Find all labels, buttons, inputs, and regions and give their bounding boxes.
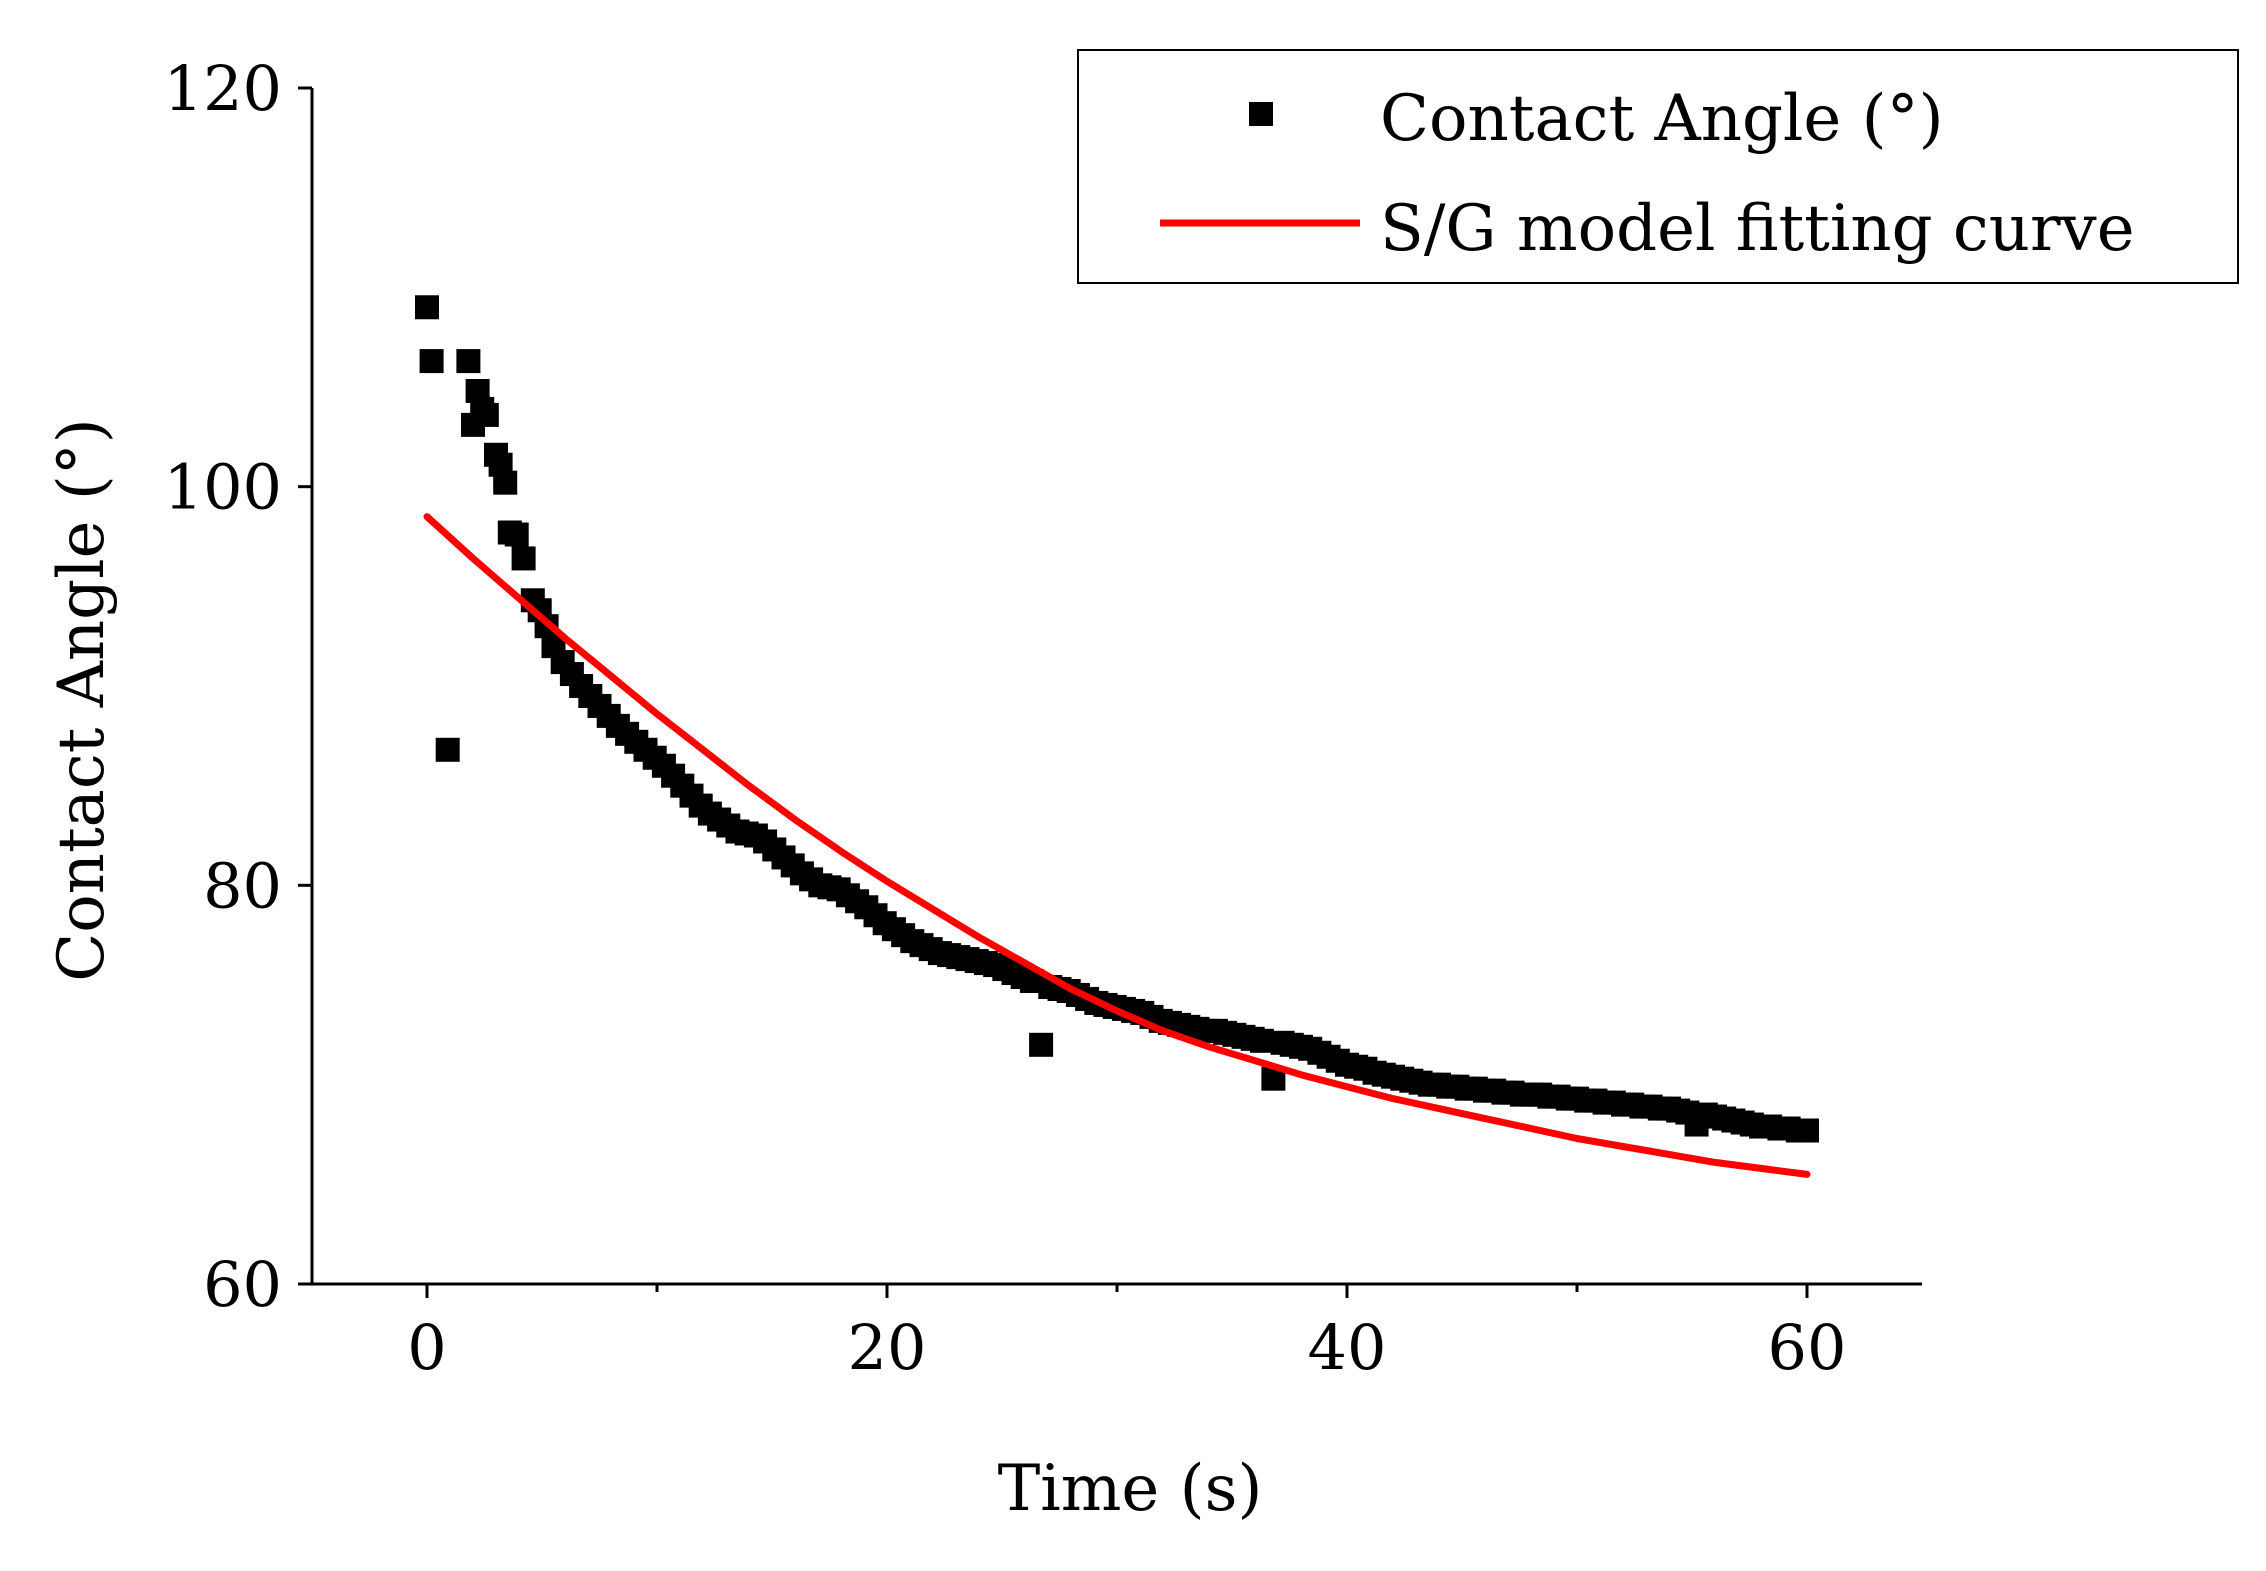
scatter-point — [1029, 1032, 1054, 1057]
x-tick-label: 60 — [1768, 1311, 1847, 1384]
x-tick-label: 20 — [848, 1311, 927, 1384]
x-tick-label: 0 — [407, 1311, 446, 1384]
x-axis-ticks: 0 20 40 60 — [407, 1284, 1846, 1384]
scatter-point — [1795, 1118, 1819, 1143]
y-tick-label: 120 — [164, 52, 282, 125]
scatter-point — [435, 737, 460, 762]
x-tick-label: 40 — [1308, 1311, 1387, 1384]
legend-box — [1077, 49, 2239, 284]
scatter-point — [415, 295, 439, 320]
fitting-curve-line — [423, 513, 1811, 1178]
scatter-point — [511, 546, 536, 571]
y-axis-label: Contact Angle (°) — [45, 418, 119, 982]
y-tick-label: 60 — [203, 1248, 282, 1321]
legend: Contact Angle (°) S/G model fitting curv… — [1077, 49, 2239, 284]
plot-area — [415, 295, 1819, 1178]
scatter-point — [456, 349, 481, 374]
legend-label-fitting-curve: S/G model fitting curve — [1380, 192, 2135, 266]
scatter-point — [474, 402, 499, 427]
scatter-point — [1249, 1028, 1274, 1053]
scatter-point — [419, 349, 444, 374]
scatter-point — [493, 470, 518, 495]
scatter-point — [504, 522, 529, 547]
legend-label-contact-angle: Contact Angle (°) — [1380, 82, 1944, 156]
legend-marker-contact-angle — [1249, 102, 1273, 126]
y-axis-ticks: 60 80 100 120 — [164, 52, 312, 1321]
y-tick-label: 100 — [164, 451, 282, 524]
y-tick-label: 80 — [203, 849, 282, 922]
x-axis-label: Time (s) — [998, 1452, 1263, 1526]
